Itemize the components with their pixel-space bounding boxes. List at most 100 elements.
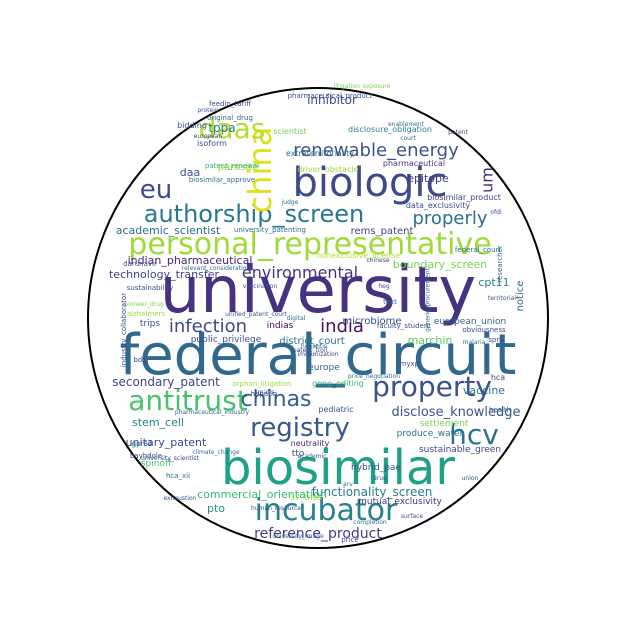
word: surface [401, 513, 423, 520]
word: incubator [255, 493, 398, 528]
word: driver_obstacle [297, 165, 358, 174]
word: scientist [273, 127, 306, 136]
word: european_union [434, 317, 506, 327]
word: disclose_knowledge [391, 405, 520, 420]
word: microbiome [342, 316, 401, 327]
word: patent_troll [293, 347, 328, 354]
word: pediatric [318, 405, 353, 414]
word: university_patenting [234, 226, 306, 234]
word: india [320, 316, 364, 337]
word: public_privilege [191, 335, 262, 345]
word: gpr84 [132, 440, 153, 448]
word: chinese [366, 257, 389, 264]
word: sprp [488, 336, 504, 344]
word: stem_cell [132, 416, 184, 429]
word: ofdi [490, 209, 502, 216]
word: generic_procurement [425, 267, 432, 332]
word: spinoff [141, 459, 172, 469]
word: unified_patent_court [225, 311, 287, 318]
word: litigation_exposure [334, 83, 391, 90]
word: heg [378, 283, 389, 290]
word: drug [373, 475, 387, 482]
word: patent_renewal [205, 162, 259, 170]
word: price [341, 536, 358, 544]
word: secondary_patent [112, 375, 220, 389]
word: boundary_screen [393, 258, 488, 271]
word: union [462, 475, 479, 482]
word: biosimilar [221, 440, 455, 496]
word: produce_water [397, 429, 464, 439]
word: sustainable_green [419, 445, 501, 455]
word: original_drug [207, 114, 253, 122]
word: marchin [408, 334, 453, 347]
word: epitope [407, 172, 449, 185]
word: bidding [177, 121, 207, 130]
word: territorial [488, 295, 516, 302]
word: district_court [279, 336, 345, 347]
word: eu [140, 175, 172, 205]
word: daa [180, 166, 200, 179]
word: hepatitis [301, 343, 327, 350]
word: completion [353, 519, 387, 526]
word: bd1 [133, 356, 146, 364]
word: registry [250, 413, 350, 443]
word: properly [413, 208, 488, 229]
word: protein [197, 107, 219, 114]
word: feedin_tariff [209, 100, 251, 108]
word: biosimilar_approve [189, 176, 255, 184]
word: alzheimers [127, 310, 166, 318]
word: authorship_screen [144, 200, 365, 228]
word: data_exclusivity [406, 201, 471, 210]
word: biosimilar_product [427, 193, 501, 202]
word: unitary_patent [126, 436, 207, 449]
word: pharmaceutical_industry [175, 409, 250, 416]
word: renewable_energy [293, 140, 459, 161]
word: federal_circuit [119, 323, 516, 388]
word: indian_pharmaceutical [128, 254, 253, 267]
word: mabs [258, 389, 274, 396]
word: exhaustion [163, 495, 196, 502]
word: property [372, 370, 492, 403]
word: hcv [449, 418, 499, 451]
word: patent [448, 129, 468, 136]
word: court [400, 135, 416, 142]
word: university_image [272, 533, 324, 540]
word: commercial_orientation [197, 488, 327, 501]
word: vaccine [463, 384, 505, 397]
word: biologic [292, 160, 447, 206]
word: tto [292, 449, 305, 459]
word: hca [491, 373, 505, 382]
word: pioneer_drug [124, 301, 164, 308]
word: health [489, 406, 511, 414]
word: federal_court [455, 246, 502, 254]
word: um [478, 167, 497, 193]
word: text [383, 298, 397, 306]
word: rems_patent [351, 226, 414, 237]
word: nonexclusive_license [316, 251, 400, 260]
word: inhibitor [307, 93, 357, 107]
word: heparin [251, 390, 278, 398]
word: parasite [218, 162, 259, 173]
word: neutrality [291, 439, 330, 448]
word: faculty_student [377, 322, 431, 330]
word: relevant_consideration [182, 265, 251, 272]
word: vaccination [243, 283, 278, 290]
word: trips [140, 319, 160, 329]
word: tmyxp [397, 360, 420, 368]
word: notice [515, 281, 526, 312]
word: pto [207, 502, 225, 515]
word: mutual_exclusivity [358, 497, 442, 507]
word: industry_collaborator [120, 293, 128, 367]
word: 37_trips [290, 493, 322, 502]
word: disclosure_obligation [348, 125, 432, 134]
word: university_scientist [141, 455, 199, 462]
word: hybrid_pae [351, 463, 401, 473]
word: academic_scientist [116, 224, 221, 237]
word: european [194, 133, 223, 140]
word: tppa [208, 121, 235, 135]
word: antitrust [128, 384, 247, 417]
word: enablement [388, 121, 425, 128]
word: daas [199, 112, 266, 145]
word: gene_editing [312, 379, 364, 388]
